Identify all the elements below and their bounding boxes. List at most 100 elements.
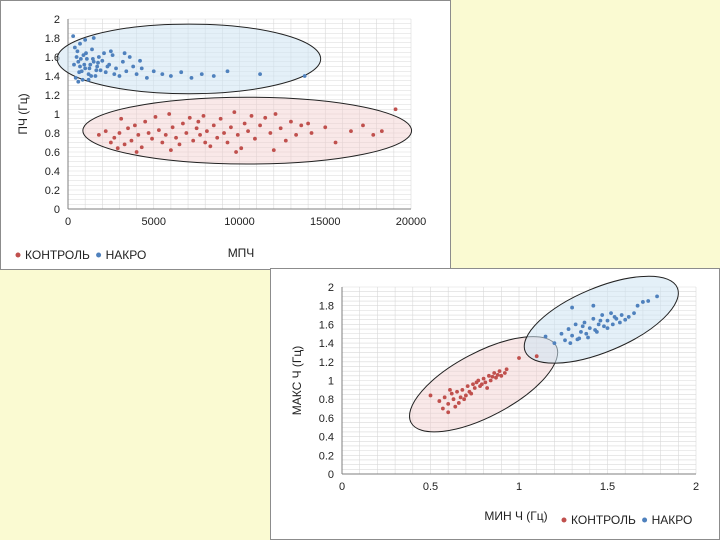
chart-1-data-point (309, 131, 314, 135)
chart-2-data-point (591, 303, 596, 308)
chart-2-data-point (594, 329, 599, 334)
chart-1-data-point (253, 136, 257, 141)
chart-1-x-tick-label: 10000 (224, 216, 255, 228)
chart-2-data-point (566, 327, 571, 331)
chart-1-data-point (112, 135, 117, 140)
chart-1-data-point (225, 69, 230, 74)
chart-2-data-point (494, 375, 498, 380)
chart-1-data-point (117, 74, 122, 78)
chart-1-data-point (169, 74, 173, 78)
chart-2-y-tick-label: 1.2 (319, 357, 334, 369)
chart-2-data-point (465, 384, 470, 389)
chart-2-data-point (609, 311, 613, 316)
chart-1-data-point (208, 144, 213, 149)
chart-2-legend-label: КОНТРОЛЬ (571, 513, 636, 527)
chart-2-data-point (487, 373, 491, 378)
chart-1-data-point (222, 131, 226, 135)
chart-2-svg: 0 0.2 0.4 0.6 0.8 1 1.2 1.4 1.6 1.8 2 0 0.5 1 1.5 2 МИН … (290, 275, 699, 527)
chart-1-legend-label: КОНТРОЛЬ (25, 248, 90, 262)
chart-1-y-tick-label: 0.6 (45, 147, 60, 159)
chart-1-cluster-ellipse (56, 23, 322, 95)
chart-2-y-tick-label: 0.6 (319, 413, 334, 425)
chart-1-data-point (160, 72, 165, 76)
chart-2-data-point (448, 387, 452, 392)
chart-1-data-point (96, 133, 101, 137)
chart-2-data-point (605, 326, 610, 331)
chart-1-data-point (191, 138, 196, 143)
chart-1-data-point (91, 59, 96, 64)
chart-2-data-point (517, 356, 521, 360)
chart-2-data-point (612, 315, 617, 319)
chart-1-data-point (153, 114, 158, 119)
chart-2-data-point (577, 336, 582, 341)
chart-1-data-point (169, 148, 173, 153)
chart-2-y-axis-title: МАКС Ч (Гц) (290, 346, 304, 416)
chart-2-data-point (455, 389, 459, 394)
chart-1-data-point (131, 64, 136, 69)
chart-2-x-tick-label: 1.5 (600, 481, 615, 493)
chart-1-data-point (379, 129, 384, 134)
chart-2-data-point (626, 315, 631, 319)
chart-2-x-axis-title: МИН Ч (Гц) (484, 509, 547, 523)
chart-2-data-point (440, 406, 445, 411)
scatter-chart-1: 0 0.2 0.4 0.6 0.8 1 1.2 1.4 1.6 1.8 2 0 5000 10000 150… (0, 0, 451, 270)
chart-2-data-point (502, 371, 507, 375)
chart-2-data-point (570, 305, 574, 310)
chart-2-data-point (464, 393, 468, 398)
chart-2-data-point (453, 404, 458, 409)
chart-1-data-point (273, 112, 278, 116)
chart-2-data-point (623, 317, 628, 322)
chart-2-data-point (481, 376, 486, 381)
chart-1-data-point (283, 138, 288, 143)
chart-2-data-point (495, 372, 500, 377)
chart-1-data-point (84, 51, 88, 56)
chart-2-data-point (582, 320, 587, 325)
chart-1-data-point (211, 74, 216, 78)
chart-2-data-point (610, 322, 615, 327)
chart-2-data-point (632, 311, 636, 316)
chart-2-data-point (451, 397, 456, 402)
chart-2-legend-label: НАКРО (652, 513, 693, 527)
chart-2-data-point (472, 386, 477, 390)
chart-2-data-point (619, 313, 624, 317)
chart-2-legend-marker (561, 517, 567, 523)
chart-2-data-point (570, 333, 574, 338)
chart-1-data-point (103, 70, 108, 75)
chart-2-data-point (479, 382, 484, 387)
chart-1-data-point (167, 112, 172, 116)
chart-1-data-point (87, 66, 92, 71)
chart-1-data-point (74, 55, 79, 59)
chart-2-data-point (471, 382, 475, 387)
chart-1-data-point (73, 76, 78, 80)
chart-1-data-point (76, 79, 81, 84)
chart-2-data-point (641, 300, 645, 304)
chart-1-svg: 0 0.2 0.4 0.6 0.8 1 1.2 1.4 1.6 1.8 2 0 5000 10000 150… (15, 14, 426, 262)
chart-1-data-point (124, 69, 129, 74)
chart-1-data-point (156, 128, 161, 133)
chart-1-data-point (249, 114, 254, 118)
chart-1-data-point (235, 133, 240, 137)
chart-1-data-point (90, 57, 95, 61)
chart-2-x-tick-label: 2 (693, 481, 699, 493)
chart-1-data-point (71, 34, 76, 38)
chart-2-data-point (483, 380, 488, 385)
chart-1-data-point (189, 76, 194, 80)
chart-1-data-point (115, 146, 120, 151)
chart-1-data-point (258, 123, 262, 128)
chart-2-data-point (492, 371, 497, 375)
chart-1-data-point (86, 77, 91, 82)
chart-1-data-point (289, 119, 293, 124)
chart-1-data-point (174, 135, 178, 140)
chart-1-data-point (278, 126, 283, 131)
chart-1-x-tick-label: 5000 (142, 216, 166, 228)
chart-1-data-point (114, 66, 118, 71)
chart-2-y-tick-label: 1.8 (319, 301, 334, 313)
chart-1-data-point (215, 135, 220, 140)
chart-1-data-point (139, 145, 144, 150)
chart-1-data-point (229, 125, 233, 130)
chart-2-data-point (586, 335, 590, 340)
chart-2-data-point (579, 329, 583, 334)
chart-1-data-point (105, 64, 110, 69)
chart-2-y-tick-label: 0.2 (319, 450, 334, 462)
chart-1-data-point (144, 76, 149, 80)
